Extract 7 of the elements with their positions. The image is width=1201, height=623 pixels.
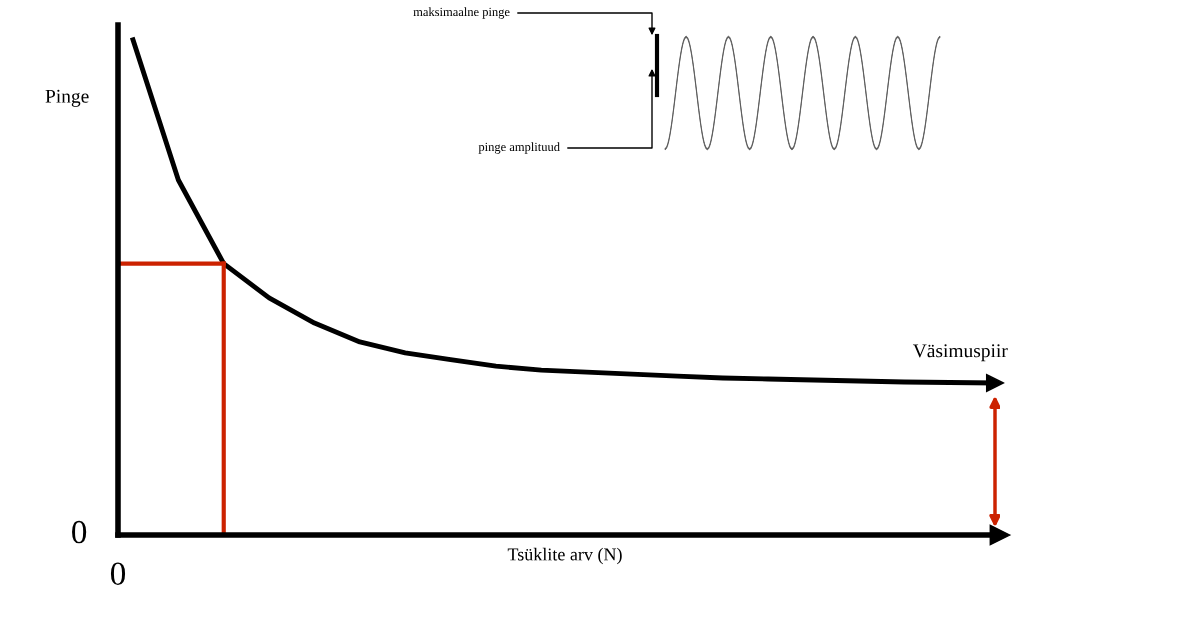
annotation: pinge amplituud	[478, 142, 560, 154]
x-axis-title: Tsüklite arv (N)	[507, 547, 622, 565]
y-axis-title: Pinge	[45, 89, 89, 107]
annotation: Väsimuspiir	[912, 344, 1008, 362]
text: maksimaalne pinge	[413, 7, 510, 19]
text: 0	[72, 520, 87, 544]
text: 0	[110, 562, 126, 586]
